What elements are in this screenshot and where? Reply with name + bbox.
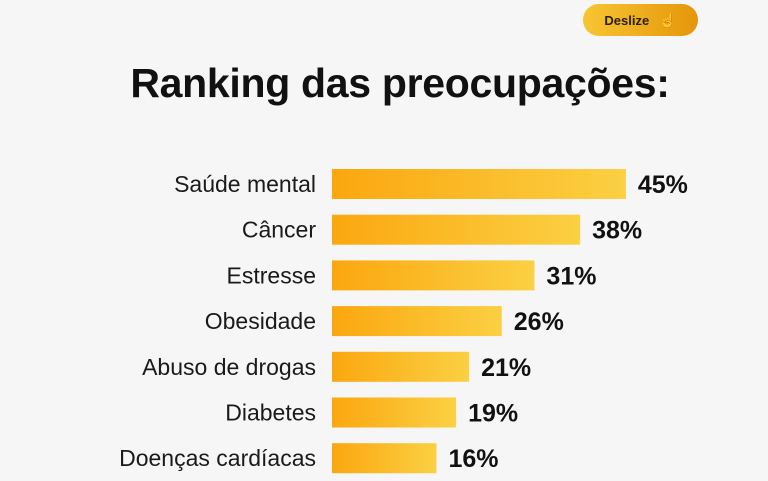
value-label: 31% [546, 262, 596, 290]
value-label: 38% [592, 217, 642, 245]
value-label: 16% [448, 445, 498, 473]
bar [332, 351, 470, 382]
swipe-button-label: Deslize [604, 12, 650, 28]
category-label: Diabetes [225, 400, 316, 426]
hand-pointer-icon: ☝ [659, 11, 677, 28]
value-label: 26% [514, 308, 564, 336]
bar [332, 306, 502, 337]
category-label: Câncer [242, 217, 316, 243]
value-label: 19% [468, 400, 518, 428]
bar [332, 214, 581, 245]
value-label: 21% [481, 354, 531, 382]
category-label: Doenças cardíacas [119, 445, 316, 471]
category-label: Saúde mental [174, 171, 316, 197]
swipe-button[interactable]: Deslize ☝ [583, 4, 698, 36]
category-label: Obesidade [205, 308, 316, 334]
category-label: Estresse [227, 262, 316, 288]
category-label: Abuso de drogas [142, 354, 316, 380]
bar [332, 260, 535, 291]
value-label: 45% [638, 171, 688, 199]
bar [332, 169, 626, 199]
bar [332, 397, 457, 428]
chart-title: Ranking das preocupações: [130, 60, 670, 106]
bar [332, 443, 437, 474]
